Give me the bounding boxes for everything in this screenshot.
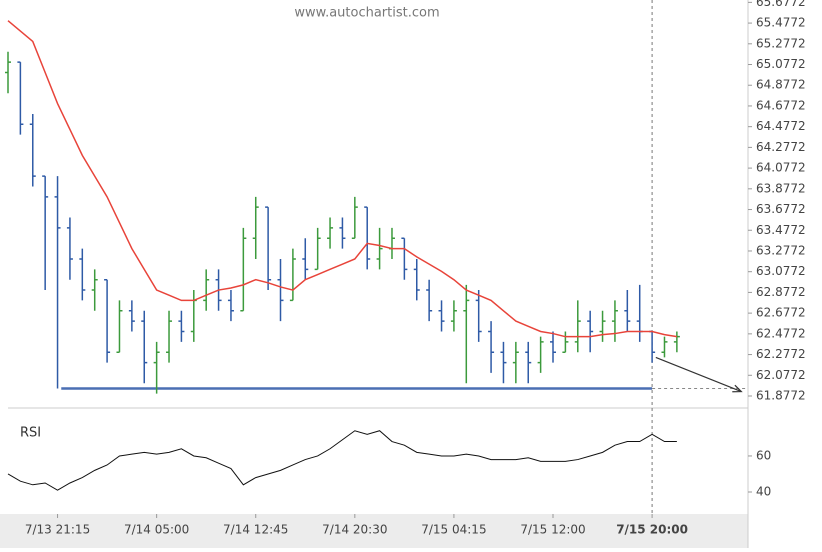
ohlc-bar [611, 300, 618, 342]
ohlc-bar [512, 341, 519, 384]
ohlc-bar [574, 300, 581, 353]
x-tick-label: 7/15 20:00 [616, 523, 688, 537]
ohlc-bar [327, 217, 334, 249]
y-tick-label: 65.0772 [756, 57, 806, 71]
y-tick-label: 63.4772 [756, 223, 806, 237]
ohlc-bar [587, 310, 594, 353]
y-tick-label: 62.8772 [756, 285, 806, 299]
y-tick-label: 64.0772 [756, 161, 806, 175]
ohlc-bar [500, 341, 507, 384]
ohlc-bar [438, 300, 445, 332]
ohlc-bar [339, 217, 346, 249]
ohlc-bar [277, 258, 284, 322]
ohlc-bar [240, 227, 247, 312]
ohlc-bar [525, 341, 532, 384]
x-tick-label: 7/14 12:45 [223, 523, 288, 537]
ohlc-bar [450, 300, 457, 332]
ohlc-bar [227, 290, 234, 322]
ohlc-bar [203, 269, 210, 311]
ohlc-bar [289, 248, 296, 302]
y-tick-label: 64.4772 [756, 119, 806, 133]
ohlc-bar [401, 237, 408, 280]
ohlc-bar [5, 51, 11, 94]
y-tick-label: 64.6772 [756, 98, 806, 112]
ohlc-bar [190, 290, 197, 342]
y-tick-label: 64.8772 [756, 78, 806, 92]
x-tick-label: 7/14 05:00 [124, 523, 189, 537]
ohlc-bar [252, 196, 259, 259]
ohlc-bar [649, 330, 656, 363]
ohlc-bar [42, 175, 49, 291]
y-tick-label: 60 [756, 448, 771, 462]
ohlc-bar [302, 238, 309, 280]
y-tick-label: 40 [756, 485, 771, 499]
ohlc-bar [54, 176, 61, 389]
ohlc-bar [475, 290, 482, 342]
rsi-line [7, 430, 677, 491]
ohlc-bar [562, 331, 569, 353]
ohlc-bar [153, 341, 160, 394]
y-tick-label: 65.4772 [756, 16, 806, 30]
x-tick-label: 7/13 21:15 [25, 523, 90, 537]
ohlc-bar [488, 321, 495, 373]
ohlc-bar [178, 310, 185, 342]
x-tick-label: 7/15 12:00 [520, 523, 585, 537]
y-tick-label: 63.6772 [756, 202, 806, 216]
ohlc-bar [624, 290, 631, 332]
y-tick-label: 62.4772 [756, 326, 806, 340]
ohlc-bar [364, 206, 371, 270]
watermark: www.autochartist.com [294, 6, 439, 21]
y-tick-label: 65.6772 [756, 0, 806, 9]
ohlc-bar [66, 217, 73, 280]
ohlc-bar [673, 331, 680, 353]
ohlc-bar [79, 248, 86, 301]
ohlc-bar [661, 336, 668, 358]
ohlc-bar [463, 284, 470, 384]
ohlc-bar [599, 310, 606, 342]
ohlc-bar [426, 279, 433, 322]
ohlc-bar [29, 113, 36, 187]
ohlc-bar [636, 284, 643, 342]
ohlc-bar [116, 300, 123, 353]
y-tick-label: 61.8772 [756, 389, 806, 403]
ohlc-bar [128, 300, 135, 332]
ohlc-bar [376, 227, 383, 270]
ohlc-bar [265, 206, 272, 291]
ohlc-bar [166, 310, 173, 363]
y-tick-label: 62.6772 [756, 306, 806, 320]
ohlc-bar [104, 278, 111, 363]
ohlc-bar [537, 336, 544, 373]
ohlc-bar [141, 310, 148, 384]
ohlc-bar [413, 258, 420, 301]
y-tick-label: 63.2772 [756, 243, 806, 257]
ohlc-bar [17, 61, 24, 135]
ohlc-bar [91, 269, 98, 311]
y-tick-label: 63.0772 [756, 264, 806, 278]
forecast-arrow [655, 356, 742, 393]
ohlc-bar [351, 196, 358, 240]
ohlc-bar [314, 227, 321, 271]
arrow-head [732, 384, 743, 393]
rsi-title: RSI [20, 426, 41, 441]
y-tick-label: 64.2772 [756, 140, 806, 154]
y-tick-label: 63.8772 [756, 181, 806, 195]
y-tick-label: 62.2772 [756, 347, 806, 361]
x-axis-band [0, 514, 748, 548]
x-tick-label: 7/14 20:30 [322, 523, 387, 537]
y-tick-label: 65.2772 [756, 36, 806, 50]
x-tick-label: 7/15 04:15 [421, 523, 486, 537]
moving-average [7, 20, 677, 338]
ohlc-bar [550, 331, 557, 363]
ohlc-bar [388, 227, 395, 259]
y-tick-label: 62.0772 [756, 368, 806, 382]
